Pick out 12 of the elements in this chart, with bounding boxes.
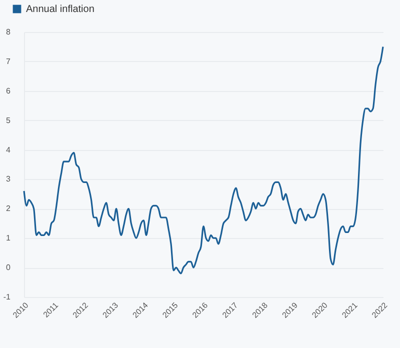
y-tick-label: -1 [3,292,12,302]
y-tick-label: 1 [6,234,12,243]
y-tick-label: 5 [6,116,12,125]
y-tick-label: 3 [6,174,12,184]
y-tick-label: 2 [6,204,12,214]
y-tick-label: 6 [6,86,12,96]
y-tick-label: 7 [6,56,12,66]
legend-label: Annual inflation [26,4,94,15]
line-series [23,46,384,274]
y-tick-label: 8 [6,28,12,36]
y-tick-label: 4 [6,145,12,154]
y-tick-label: 0 [6,263,12,272]
